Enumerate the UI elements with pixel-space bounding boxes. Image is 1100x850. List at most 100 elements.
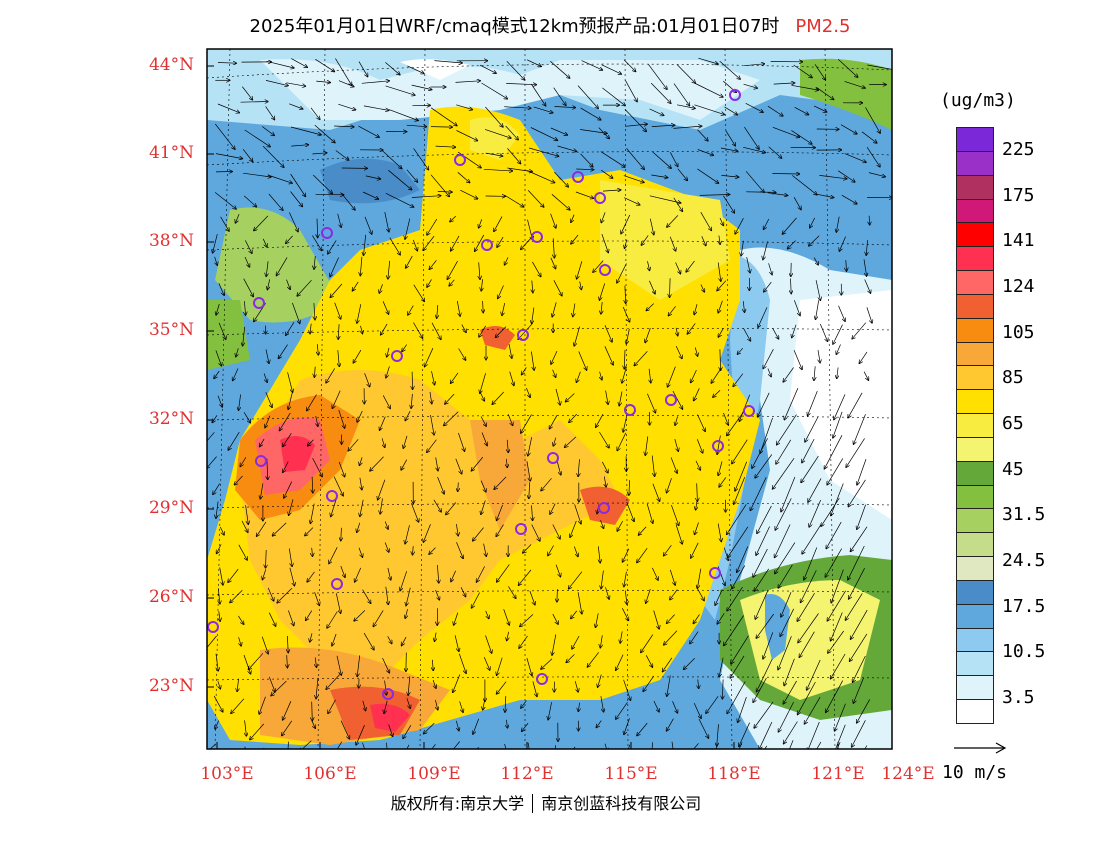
- wind-arrow: [430, 414, 435, 435]
- wind-arrow: [307, 571, 315, 582]
- wind-arrow: [314, 303, 315, 320]
- wind-arrow: [676, 327, 678, 336]
- wind-arrow: [332, 390, 341, 409]
- wind-arrow: [480, 416, 486, 427]
- wind-arrow: [718, 461, 723, 476]
- wind-arrow: [553, 437, 556, 446]
- wind-arrow: [215, 153, 243, 159]
- wind-arrow: [456, 542, 464, 558]
- wind-arrow: [711, 368, 722, 383]
- wind-arrow: [743, 301, 744, 312]
- wind-arrow: [423, 235, 435, 250]
- wind-arrow: [283, 461, 289, 473]
- wind-arrow: [637, 722, 648, 736]
- wind-arrow: [741, 240, 744, 256]
- wind-arrow: [673, 83, 690, 106]
- wind-arrow: [454, 635, 459, 651]
- lon-label-112: 112°E: [500, 764, 554, 784]
- wind-arrow: [550, 503, 556, 514]
- wind-arrow: [759, 721, 773, 749]
- map-frame: [206, 48, 893, 750]
- wind-arrow: [601, 461, 608, 473]
- wind-arrow: [767, 368, 771, 377]
- wind-arrow: [289, 499, 294, 515]
- wind-arrow: [480, 373, 486, 393]
- station-marker: [536, 673, 548, 685]
- wind-arrow: [449, 279, 455, 286]
- wind-arrow: [621, 214, 631, 234]
- wind-arrow: [817, 193, 833, 197]
- colorbar-cell: [956, 389, 994, 415]
- wind-arrow: [450, 215, 457, 222]
- wind-arrow: [850, 633, 868, 661]
- wind-arrow: [230, 590, 243, 602]
- wind-arrow: [407, 65, 424, 74]
- wind-arrow: [506, 60, 525, 80]
- wind-arrow: [626, 328, 630, 344]
- wind-arrow: [263, 747, 265, 749]
- wind-arrow: [527, 742, 530, 749]
- wind-arrow: [244, 129, 270, 147]
- wind-arrow: [290, 173, 306, 197]
- wind-arrow: [737, 546, 749, 573]
- colorbar-cell: [956, 579, 994, 605]
- wind-arrow: [754, 701, 774, 728]
- wind-arrow: [718, 328, 724, 337]
- wind-arrow: [292, 302, 299, 324]
- wind-arrow: [572, 635, 580, 649]
- wind-arrow: [664, 630, 678, 645]
- wind-arrow: [357, 410, 363, 422]
- wind-arrow: [228, 568, 239, 582]
- wind-arrow: [813, 257, 818, 265]
- wind-arrow: [728, 526, 749, 558]
- wind-arrow: [801, 570, 817, 602]
- wind-arrow: [477, 566, 485, 582]
- wind-arrow: [556, 459, 561, 475]
- wind-arrow: [533, 106, 553, 113]
- wind-arrow: [529, 590, 535, 605]
- wind-arrow: [600, 635, 602, 648]
- wind-arrow: [215, 720, 220, 729]
- wind-arrow: [239, 637, 242, 646]
- wind-arrow: [400, 571, 408, 591]
- colorbar-cell: [956, 293, 994, 319]
- wind-arrow: [553, 280, 562, 295]
- wind-arrow: [569, 571, 583, 589]
- wind-arrow: [804, 547, 818, 580]
- wind-arrow: [695, 347, 697, 357]
- wind-arrow: [316, 678, 318, 699]
- wind-arrow: [460, 587, 466, 596]
- wind-arrow: [677, 168, 688, 181]
- wind-arrow: [314, 366, 315, 378]
- wind-arrow: [555, 564, 560, 577]
- wind-arrow: [382, 301, 389, 314]
- wind-arrow: [458, 432, 464, 451]
- wind-arrow: [340, 565, 345, 577]
- wind-arrow: [461, 324, 466, 333]
- station-marker: [729, 89, 741, 101]
- wind-arrow: [824, 435, 843, 469]
- colorbar-tick-label: 124: [1002, 275, 1035, 297]
- wind-arrow: [265, 415, 271, 428]
- wind-arrow: [616, 654, 624, 671]
- wind-arrow: [776, 439, 792, 464]
- lon-label-106: 106°E: [303, 764, 357, 784]
- wind-arrow: [629, 480, 630, 495]
- colorbar-tick-label: 175: [1002, 184, 1035, 206]
- wind-arrow: [844, 81, 866, 88]
- wind-arrow: [310, 323, 311, 334]
- wind-arrow: [839, 236, 846, 252]
- wind-arrow: [497, 681, 507, 694]
- wind-arrow: [385, 680, 387, 695]
- wind-arrow: [623, 412, 628, 432]
- wind-arrow: [639, 526, 647, 535]
- wind-arrow: [380, 416, 386, 431]
- wind-arrow: [288, 548, 292, 567]
- wind-arrow: [653, 700, 659, 712]
- wind-arrow: [362, 742, 365, 749]
- wind-arrow: [772, 174, 799, 175]
- wind-arrow: [332, 633, 337, 646]
- wind-arrow: [580, 107, 601, 120]
- wind-arrow: [670, 278, 671, 297]
- colorbar-cell: [956, 222, 994, 248]
